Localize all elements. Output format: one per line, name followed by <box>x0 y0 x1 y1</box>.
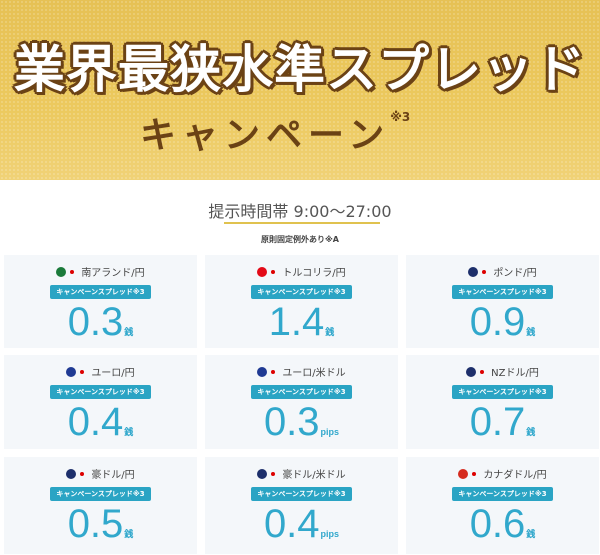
currency-pair: カナダドル/円 <box>406 466 599 481</box>
flag-icon <box>66 468 77 479</box>
spread-card: カナダドル/円 キャンペーンスプレッド※3 0.6銭 <box>406 457 599 554</box>
japan-flag-icon <box>80 369 85 374</box>
flag-icon <box>66 366 77 377</box>
japan-flag-icon <box>271 369 276 374</box>
spread-value-row: 0.3銭 <box>4 301 197 353</box>
currency-pair: 南アランド/円 <box>4 264 197 279</box>
spread-value-row: 0.4pips <box>205 503 398 555</box>
spread-value-row: 0.7銭 <box>406 401 599 453</box>
campaign-badge: キャンペーンスプレッド※3 <box>452 385 553 399</box>
pair-label: NZドル/円 <box>491 368 539 379</box>
spread-card: ユーロ/米ドル キャンペーンスプレッド※3 0.3pips <box>205 355 398 449</box>
japan-flag-icon <box>271 471 276 476</box>
spread-value-row: 0.4銭 <box>4 401 197 453</box>
pair-label: カナダドル/円 <box>483 470 547 481</box>
currency-pair: ポンド/円 <box>406 264 599 279</box>
flag-icon <box>257 468 268 479</box>
campaign-badge: キャンペーンスプレッド※3 <box>452 285 553 299</box>
currency-pair: 豪ドル/円 <box>4 466 197 481</box>
pair-label: トルコリラ/円 <box>282 268 346 279</box>
flag-icon <box>466 366 477 377</box>
campaign-badge: キャンペーンスプレッド※3 <box>251 487 352 501</box>
spread-value: 0.4 <box>67 400 124 444</box>
spread-card: 豪ドル/円 キャンペーンスプレッド※3 0.5銭 <box>4 457 197 554</box>
campaign-badge: キャンペーンスプレッド※3 <box>50 285 151 299</box>
currency-pair: NZドル/円 <box>406 364 599 379</box>
spread-unit: 銭 <box>325 327 335 337</box>
japan-flag-icon <box>472 471 477 476</box>
japan-flag-icon <box>80 471 85 476</box>
flag-icon <box>257 366 268 377</box>
spread-value: 0.7 <box>469 400 526 444</box>
spread-unit: 銭 <box>124 427 134 437</box>
spread-card: 豪ドル/米ドル キャンペーンスプレッド※3 0.4pips <box>205 457 398 554</box>
spread-value: 0.3 <box>67 300 124 344</box>
spread-card: ポンド/円 キャンペーンスプレッド※3 0.9銭 <box>406 255 599 348</box>
currency-pair: 豪ドル/米ドル <box>205 466 398 481</box>
banner-subtitle-text: キャンペーン <box>140 115 391 156</box>
spread-unit: pips <box>320 427 340 437</box>
spread-value-row: 0.6銭 <box>406 503 599 555</box>
spread-unit: pips <box>320 529 340 539</box>
spread-value-row: 0.5銭 <box>4 503 197 555</box>
campaign-badge: キャンペーンスプレッド※3 <box>50 487 151 501</box>
spread-value-row: 0.9銭 <box>406 301 599 353</box>
flag-icon <box>468 266 479 277</box>
pair-label: ユーロ/米ドル <box>282 368 346 379</box>
pair-label: ユーロ/円 <box>91 368 135 379</box>
spread-card: NZドル/円 キャンペーンスプレッド※3 0.7銭 <box>406 355 599 449</box>
spread-unit: 銭 <box>526 529 536 539</box>
campaign-badge: キャンペーンスプレッド※3 <box>50 385 151 399</box>
japan-flag-icon <box>70 269 75 274</box>
campaign-banner: 業界最狭水準スプレッド キャンペーン※3 <box>0 0 600 180</box>
spread-value: 0.3 <box>263 400 320 444</box>
spread-card: 南アランド/円 キャンペーンスプレッド※3 0.3銭 <box>4 255 197 348</box>
spread-unit: 銭 <box>124 327 134 337</box>
banner-footnote: ※3 <box>390 110 411 124</box>
spread-value-row: 0.3pips <box>205 401 398 453</box>
campaign-badge: キャンペーンスプレッド※3 <box>251 385 352 399</box>
japan-flag-icon <box>480 369 485 374</box>
spread-value: 0.6 <box>469 502 526 546</box>
spread-value: 1.4 <box>268 300 325 344</box>
spread-unit: 銭 <box>526 327 536 337</box>
currency-pair: トルコリラ/円 <box>205 264 398 279</box>
campaign-badge: キャンペーンスプレッド※3 <box>251 285 352 299</box>
hours-heading: 提示時間帯 9:00〜27:00 <box>208 202 392 221</box>
spread-unit: 銭 <box>526 427 536 437</box>
flag-icon <box>56 266 67 277</box>
currency-pair: ユーロ/円 <box>4 364 197 379</box>
spread-value: 0.4 <box>263 502 320 546</box>
spread-value-row: 1.4銭 <box>205 301 398 353</box>
spread-card: ユーロ/円 キャンペーンスプレッド※3 0.4銭 <box>4 355 197 449</box>
spread-unit: 銭 <box>124 529 134 539</box>
pair-label: 豪ドル/米ドル <box>282 470 346 481</box>
currency-pair: ユーロ/米ドル <box>205 364 398 379</box>
spread-card: トルコリラ/円 キャンペーンスプレッド※3 1.4銭 <box>205 255 398 348</box>
flag-icon <box>458 468 469 479</box>
flag-icon <box>257 266 268 277</box>
japan-flag-icon <box>482 269 487 274</box>
japan-flag-icon <box>271 269 276 274</box>
campaign-badge: キャンペーンスプレッド※3 <box>452 487 553 501</box>
spread-value: 0.9 <box>469 300 526 344</box>
spread-value: 0.5 <box>67 502 124 546</box>
banner-subtitle: キャンペーン※3 <box>140 106 410 158</box>
heading-underline <box>224 222 380 224</box>
banner-title: 業界最狭水準スプレッド <box>13 41 586 100</box>
pair-label: 南アランド/円 <box>81 268 145 279</box>
pair-label: ポンド/円 <box>493 268 537 279</box>
pair-label: 豪ドル/円 <box>91 470 135 481</box>
fixed-note: 原則固定例外あり※A <box>261 235 339 244</box>
